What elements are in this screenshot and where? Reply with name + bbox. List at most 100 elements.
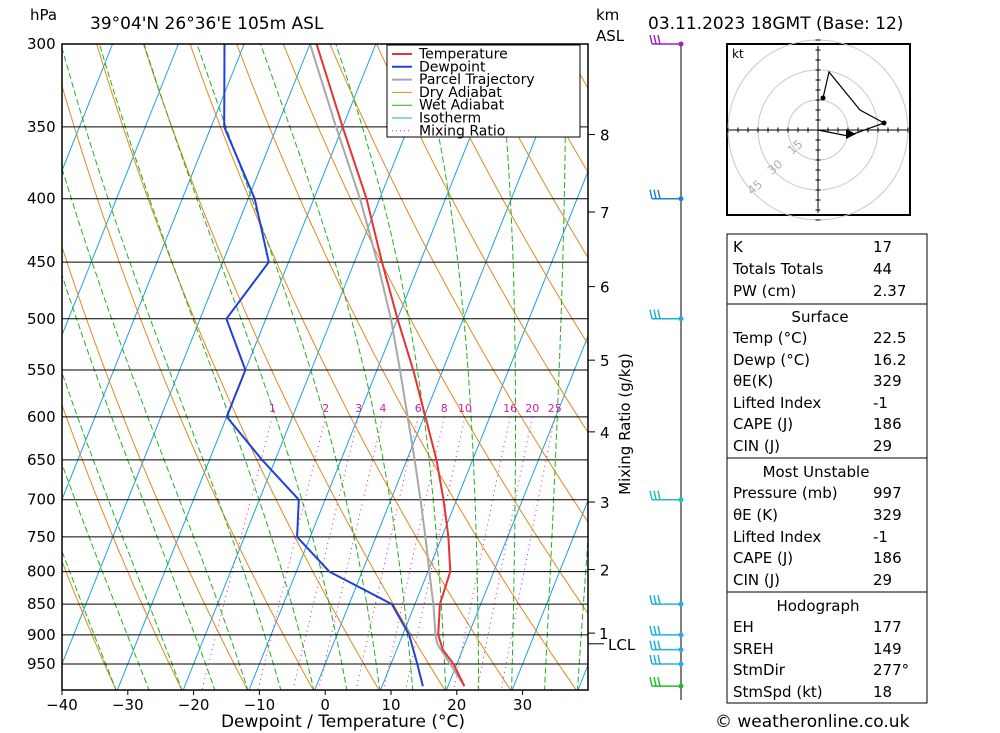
surface-li-value: -1 <box>873 394 888 412</box>
copyright-link[interactable]: © weatheronline.co.uk <box>715 712 910 732</box>
tt-label: Totals Totals <box>732 260 824 278</box>
mixing-ratio-label: 16 <box>503 402 517 415</box>
isotherm-line <box>314 44 574 690</box>
wind-barb-flag <box>649 309 653 319</box>
isotherm-line <box>380 170 588 690</box>
wind-barb-flag <box>649 625 653 636</box>
temperature-tick-label: −30 <box>112 696 144 714</box>
surface-cin-label: CIN (J) <box>733 437 780 455</box>
wind-barb-flag <box>653 640 657 650</box>
storm-motion-arrow <box>846 129 856 139</box>
wind-barb-flag <box>653 490 657 500</box>
mixing-ratio-label: 8 <box>441 402 448 415</box>
wind-barb-flag <box>649 189 653 199</box>
wind-barb-flag <box>657 595 661 605</box>
wind-barb <box>649 189 681 200</box>
eh-value: 177 <box>873 618 902 636</box>
surface-cape-value: 186 <box>873 415 902 433</box>
wind-barb <box>649 309 681 320</box>
dry-adiabat-line <box>983 44 1000 692</box>
isotherm-line <box>445 334 588 690</box>
legend-label: Temperature <box>418 47 508 63</box>
mu-cape-value: 186 <box>873 549 902 567</box>
height-tick-label: 6 <box>600 279 610 297</box>
parcel-trajectory-line <box>309 44 466 687</box>
isotherm-line <box>248 44 508 690</box>
pressure-tick-label: 450 <box>27 253 56 271</box>
wind-barb-flag <box>649 677 653 687</box>
wind-barb-flag <box>653 595 657 605</box>
asl-axis-title: ASL <box>596 27 625 45</box>
wind-barb <box>649 677 681 687</box>
surface-title: Surface <box>791 308 848 326</box>
dry-adiabat-line <box>189 44 512 690</box>
wind-barb-flag <box>649 654 653 665</box>
location-title: 39°04'N 26°36'E 105m ASL <box>90 14 324 34</box>
pressure-tick-label: 400 <box>27 190 56 208</box>
mixing-ratio-line <box>318 416 384 690</box>
surface-theta-value: 329 <box>873 372 902 390</box>
surface-dewp-label: Dewp (°C) <box>733 351 810 369</box>
legend-label: Mixing Ratio <box>419 123 505 139</box>
pressure-tick-label: 550 <box>27 361 56 379</box>
k-label: K <box>733 238 744 256</box>
hodo-stats-box <box>726 591 928 704</box>
dry-adiabat-line <box>469 44 588 259</box>
wind-barb-flag <box>653 34 657 45</box>
surface-dewp-value: 16.2 <box>873 351 906 369</box>
mixing-ratio-label: 25 <box>548 402 562 415</box>
mixing-ratio-label: 3 <box>355 402 362 415</box>
mixing-ratio-line <box>292 416 360 690</box>
isotherm-line <box>62 44 114 172</box>
dry-adiabat-line <box>329 44 588 523</box>
wind-barb-flag <box>657 677 661 687</box>
wind-barb-flag <box>657 654 661 665</box>
k-value: 17 <box>873 238 892 256</box>
axes: 3003504004505005506006507007508008509009… <box>27 35 532 714</box>
wind-barb-flag <box>649 595 653 605</box>
datetime-title: 03.11.2023 18GMT (Base: 12) <box>648 14 903 34</box>
surface-cin-value: 29 <box>873 437 892 455</box>
mu-cin-label: CIN (J) <box>733 571 780 589</box>
wind-barb <box>649 34 681 45</box>
mixing-ratio-label: 20 <box>525 402 539 415</box>
pressure-tick-label: 600 <box>27 408 56 426</box>
isotherm-line <box>182 44 443 690</box>
wind-barb-flag <box>653 625 657 636</box>
mu-pressure-label: Pressure (mb) <box>733 484 838 502</box>
stmdir-label: StmDir <box>733 661 786 679</box>
hodograph-trace <box>817 70 886 137</box>
height-tick-label: 4 <box>600 424 610 442</box>
temperature-tick-label: 0 <box>320 696 330 714</box>
hodograph-unit: kt <box>732 47 744 61</box>
mu-li-label: Lifted Index <box>733 528 821 546</box>
wind-barb-flag <box>657 640 661 650</box>
mixing-ratio-label: 10 <box>458 402 472 415</box>
mixing-ratio-labels: 1 2 3 4 6 8 10 16 20 25 <box>269 402 562 415</box>
pressure-tick-label: 300 <box>27 35 56 53</box>
sreh-value: 149 <box>873 640 902 658</box>
pw-value: 2.37 <box>873 282 906 300</box>
legend-label: Parcel Trajectory <box>419 72 535 88</box>
most-unstable-title: Most Unstable <box>763 463 870 481</box>
pressure-tick-label: 500 <box>27 310 56 328</box>
dry-adiabat-line <box>236 44 577 690</box>
surface-li-label: Lifted Index <box>733 394 821 412</box>
pressure-tick-label: 850 <box>27 595 56 613</box>
height-tick-label: 7 <box>600 204 610 222</box>
pressure-tick-label: 950 <box>27 655 56 673</box>
indices-table: K 17 Totals Totals 44 PW (cm) 2.37 Surfa… <box>726 233 928 704</box>
wet-adiabat-line <box>497 44 516 690</box>
mu-li-value: -1 <box>873 528 888 546</box>
wet-adiabat-line <box>544 44 566 690</box>
isotherm-line <box>62 44 311 666</box>
wind-barb-flag <box>649 34 653 45</box>
wind-barb <box>649 640 681 651</box>
eh-label: EH <box>733 618 754 636</box>
mixing-ratio-label: 2 <box>322 402 329 415</box>
height-axis: 1 2 3 4 5 6 7 8 LCL <box>588 127 636 654</box>
wind-barb-flag <box>653 654 657 665</box>
temperature-tick-label: 20 <box>447 696 466 714</box>
